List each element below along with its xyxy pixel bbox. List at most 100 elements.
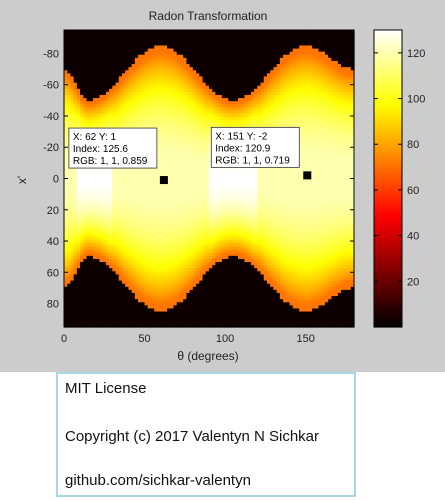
heatmap-cell	[163, 255, 168, 260]
heatmap-cell	[173, 36, 178, 40]
heatmap-cell	[157, 73, 162, 77]
heatmap-cell	[186, 172, 191, 176]
heatmap-cell	[144, 286, 149, 291]
heatmap-cell	[180, 153, 184, 158]
heatmap-cell	[202, 42, 207, 47]
heatmap-cell	[186, 308, 191, 313]
heatmap-cell	[154, 178, 159, 183]
heatmap-cell	[189, 57, 194, 62]
heatmap-cell	[147, 107, 152, 112]
heatmap-cell	[96, 246, 101, 251]
heatmap-cell	[163, 317, 168, 322]
heatmap-cell	[228, 246, 233, 251]
heatmap-cell	[64, 314, 68, 319]
heatmap-cell	[218, 311, 223, 316]
heatmap-cell	[64, 57, 68, 62]
heatmap-cell	[199, 215, 204, 220]
heatmap-cell	[157, 119, 162, 124]
heatmap-cell	[134, 36, 139, 40]
heatmap-cell	[176, 209, 181, 214]
heatmap-cell	[128, 317, 133, 322]
heatmap-cell	[86, 255, 91, 260]
heatmap-cell	[218, 200, 223, 204]
heatmap-cell	[125, 197, 130, 201]
heatmap-cell	[170, 302, 175, 306]
heatmap-cell	[86, 206, 91, 211]
heatmap-cell	[64, 36, 68, 40]
heatmap-cell	[157, 221, 162, 226]
heatmap-cell	[125, 33, 130, 37]
heatmap-cell	[112, 240, 117, 245]
heatmap-cell	[180, 218, 184, 223]
heatmap-cell	[70, 107, 75, 112]
heatmap-cell	[167, 159, 171, 164]
heatmap-cell	[205, 181, 210, 186]
heatmap-cell	[218, 231, 223, 235]
heatmap-cell	[167, 82, 171, 87]
heatmap-cell	[225, 36, 229, 40]
heatmap-cell	[180, 212, 184, 217]
heatmap-cell	[99, 104, 104, 108]
heatmap-cell	[112, 292, 117, 297]
heatmap-cell	[192, 258, 197, 263]
heatmap-cell	[160, 67, 165, 71]
heatmap-cell	[173, 221, 178, 226]
heatmap-cell	[83, 200, 88, 204]
heatmap-cell	[196, 88, 200, 93]
heatmap-cell	[141, 39, 146, 43]
heatmap-cell	[131, 42, 136, 47]
heatmap-cell	[134, 320, 139, 325]
heatmap-cell	[212, 255, 217, 260]
heatmap-cell	[151, 113, 155, 118]
heatmap-cell	[180, 88, 184, 93]
heatmap-cell	[228, 305, 233, 310]
heatmap-cell	[109, 184, 113, 189]
heatmap-cell	[89, 178, 94, 183]
heatmap-cell	[183, 231, 188, 235]
heatmap-cell	[167, 51, 171, 56]
heatmap-cell	[128, 218, 133, 223]
heatmap-cell	[109, 110, 113, 115]
heatmap-cell	[122, 240, 126, 245]
heatmap-cell	[225, 231, 229, 235]
heatmap-cell	[102, 302, 107, 306]
heatmap-cell	[196, 302, 200, 306]
heatmap-cell	[138, 172, 142, 176]
heatmap-cell	[157, 113, 162, 118]
heatmap-cell	[109, 224, 113, 229]
heatmap-cell	[144, 88, 149, 93]
heatmap-cell	[67, 67, 72, 71]
heatmap-cell	[173, 141, 178, 146]
heatmap-cell	[183, 175, 188, 180]
heatmap-cell	[186, 203, 191, 207]
heatmap-cell	[183, 203, 188, 207]
heatmap-cell	[147, 98, 152, 102]
heatmap-cell	[118, 224, 123, 229]
heatmap-cell	[170, 255, 175, 260]
heatmap-cell	[170, 122, 175, 127]
heatmap-cell	[157, 187, 162, 192]
heatmap-cell	[115, 274, 120, 279]
heatmap-cell	[176, 76, 181, 81]
heatmap-cell	[183, 138, 188, 142]
heatmap-cell	[141, 299, 146, 303]
heatmap-cell	[170, 289, 175, 294]
heatmap-cell	[160, 252, 165, 257]
heatmap-cell	[128, 193, 133, 198]
heatmap-cell	[96, 274, 101, 279]
heatmap-cell	[199, 94, 204, 99]
heatmap-cell	[167, 181, 171, 186]
heatmap-cell	[151, 73, 155, 77]
heatmap-cell	[157, 138, 162, 142]
heatmap-cell	[183, 296, 188, 300]
heatmap-cell	[209, 184, 213, 189]
heatmap-cell	[96, 203, 101, 207]
heatmap-cell	[221, 42, 226, 47]
heatmap-cell	[157, 45, 162, 50]
heatmap-cell	[86, 51, 91, 56]
heatmap-cell	[225, 94, 229, 99]
heatmap-cell	[86, 271, 91, 275]
heatmap-cell	[109, 178, 113, 183]
heatmap-cell	[183, 163, 188, 167]
heatmap-cell	[115, 255, 120, 260]
